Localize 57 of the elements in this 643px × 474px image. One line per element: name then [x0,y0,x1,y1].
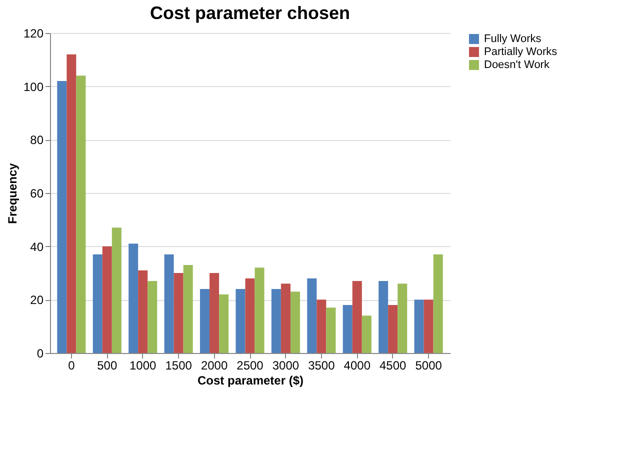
bar [378,281,388,353]
bar [316,300,326,353]
y-tick-label: 80 [30,133,44,148]
y-tick-label: 100 [23,80,44,94]
bar [424,300,434,353]
x-tick-label: 0 [68,358,76,372]
bar [388,305,398,353]
bar [236,289,246,353]
legend-label: Doesn't Work [484,59,550,71]
bar [102,246,112,353]
y-tick-label: 40 [30,240,44,254]
x-tick-label: 3500 [308,358,336,372]
bar [164,254,174,353]
x-tick-label: 1000 [130,358,157,372]
bar [57,81,67,353]
bar [92,254,102,353]
bar [398,284,408,353]
bar [254,268,264,353]
bar [174,273,184,353]
bar [352,281,362,353]
x-tick-label: 4000 [344,358,371,372]
y-tick-label: 0 [36,346,44,360]
x-tick-label: 2000 [200,358,228,372]
x-tick-label: 2500 [236,358,264,372]
x-tick-label: 1500 [165,358,192,372]
bar [271,289,281,353]
bar [66,54,76,353]
x-tick-label: 5000 [415,358,442,372]
bar [112,228,122,353]
bar [183,265,193,353]
x-tick-label: 4500 [380,358,407,372]
bar [280,284,290,353]
bar [200,289,210,353]
bar [307,278,317,353]
y-axis-title: Frequency [5,162,20,224]
bar [128,244,138,353]
bar [138,270,148,353]
y-tick-label: 120 [23,26,44,40]
bar [326,308,336,353]
y-tick-label: 20 [30,293,44,308]
bar [245,278,255,353]
x-tick-label: 3000 [272,358,300,372]
bar [362,316,372,353]
bar [219,294,229,353]
bar [290,292,300,353]
x-tick-label: 500 [97,358,118,372]
bar [342,305,352,353]
bar [210,273,220,353]
legend-label: Fully Works [484,33,542,45]
x-axis-title: Cost parameter ($) [197,374,304,388]
bar [414,300,424,353]
chart-title: Cost parameter chosen [150,3,350,23]
bar [76,76,86,353]
y-tick-label: 60 [30,186,44,200]
bar [148,281,158,353]
bar [433,254,443,353]
legend-label: Partially Works [484,46,558,58]
